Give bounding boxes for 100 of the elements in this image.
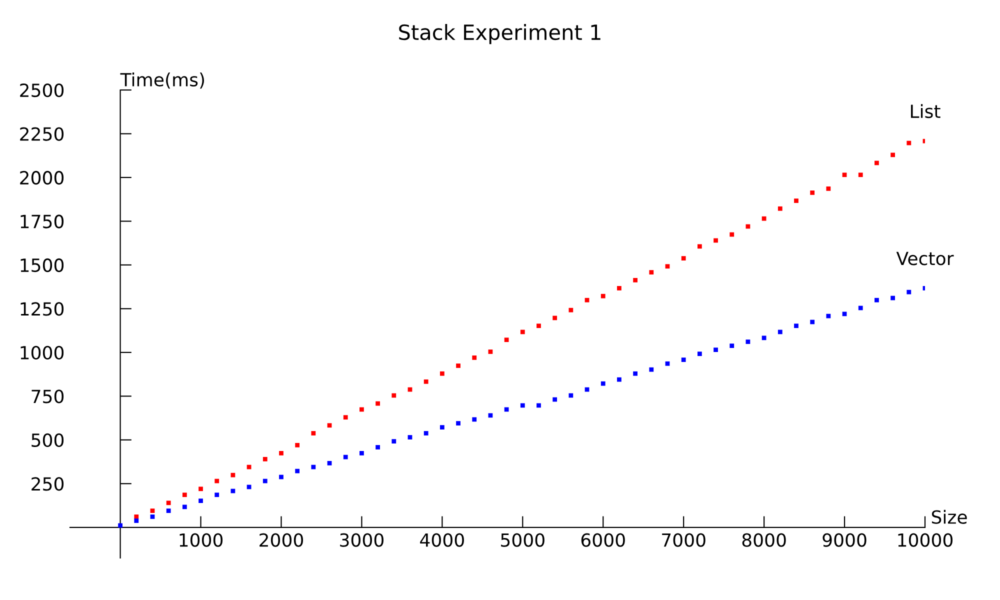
y-tick-label: 250: [32, 477, 64, 491]
point: [343, 415, 348, 420]
point: [714, 348, 718, 352]
point: [762, 216, 766, 221]
point: [617, 286, 622, 290]
point: [360, 407, 364, 412]
point: [520, 403, 525, 408]
point: [150, 508, 155, 513]
point: [262, 478, 268, 484]
point: [633, 371, 638, 376]
point: [295, 468, 300, 474]
point: [906, 140, 912, 146]
point: [665, 264, 670, 269]
point: [584, 298, 590, 302]
point: [858, 306, 863, 310]
point: [890, 152, 896, 158]
point: [279, 451, 284, 456]
y-tick-label: 1000: [20, 346, 64, 360]
point: [150, 514, 155, 519]
x-tick-label: 3000: [340, 533, 384, 547]
point: [697, 244, 702, 249]
point: [536, 403, 541, 408]
point: [230, 472, 236, 478]
point: [488, 413, 493, 418]
point: [649, 367, 654, 372]
x-tick-label: 8000: [742, 533, 786, 547]
point: [520, 330, 525, 334]
point: [874, 160, 879, 166]
y-tick-label: 750: [32, 390, 64, 404]
point: [134, 514, 139, 519]
point: [600, 381, 606, 386]
point: [182, 504, 187, 510]
point: [440, 371, 444, 376]
point: [810, 320, 815, 324]
point: [118, 523, 122, 528]
point: [262, 456, 268, 462]
x-tick-label: 7000: [662, 533, 706, 547]
x-tick-label: 10000: [898, 533, 953, 547]
point: [376, 401, 380, 406]
point: [488, 350, 493, 354]
y-tick-label: 1250: [20, 302, 64, 316]
y-tick-label: 500: [32, 433, 64, 448]
point: [746, 340, 750, 344]
point: [826, 186, 831, 191]
point: [504, 338, 509, 342]
point: [778, 206, 782, 211]
point: [536, 324, 541, 328]
y-tick-label: 2500: [20, 83, 64, 98]
point: [134, 518, 139, 523]
point: [424, 431, 428, 436]
x-tick-label: 1000: [180, 533, 223, 547]
point: [649, 270, 654, 274]
point: [826, 314, 831, 318]
point: [279, 474, 284, 480]
y-axis-title: Time(ms): [120, 72, 204, 89]
point: [730, 232, 734, 237]
chart-title: Stack Experiment 1: [399, 24, 600, 44]
x-axis-title: Size: [932, 510, 967, 524]
x-tick-label: 4000: [420, 533, 464, 547]
point: [408, 435, 412, 440]
x-tick-label: 9000: [822, 533, 866, 547]
point: [778, 330, 782, 334]
point: [762, 336, 766, 340]
point: [376, 445, 380, 450]
point: [166, 500, 171, 506]
x-tick-label: 2000: [260, 533, 304, 547]
point: [198, 498, 203, 503]
point: [360, 451, 364, 456]
point: [440, 425, 444, 430]
point: [327, 460, 332, 466]
point: [552, 316, 558, 320]
point: [198, 486, 203, 492]
point: [794, 198, 798, 203]
point: [424, 379, 428, 384]
y-tick-label: 1750: [20, 214, 64, 228]
point: [343, 454, 348, 460]
point: [214, 478, 220, 484]
point: [794, 324, 798, 328]
point: [456, 364, 460, 368]
point: [874, 298, 879, 302]
point: [311, 431, 316, 436]
point: [633, 278, 638, 282]
point: [810, 190, 815, 195]
point: [568, 308, 574, 312]
point: [714, 238, 718, 243]
point: [214, 492, 220, 498]
point: [472, 417, 477, 422]
point: [311, 464, 316, 470]
y-tick-label: 2000: [20, 170, 64, 185]
point: [617, 377, 622, 382]
y-tick-label: 2250: [20, 127, 64, 141]
series-label: Vector: [896, 252, 954, 266]
point: [295, 442, 300, 448]
series-label: List: [910, 104, 940, 118]
point: [392, 393, 396, 398]
point: [568, 393, 574, 398]
point: [730, 344, 734, 348]
point: [552, 397, 558, 402]
point: [890, 296, 896, 300]
point: [681, 358, 686, 362]
